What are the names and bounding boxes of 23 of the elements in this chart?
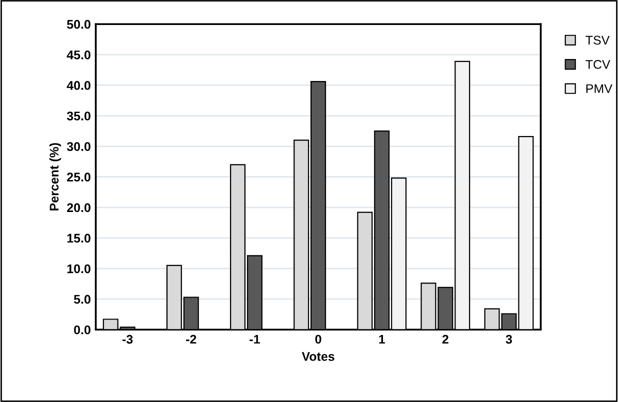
y-tick-label: 40.0 bbox=[66, 81, 90, 90]
y-tick-label: 0.0 bbox=[74, 325, 90, 334]
legend-label: PMV bbox=[586, 84, 612, 93]
x-axis-title: Votes bbox=[302, 352, 334, 361]
y-tick-label: 20.0 bbox=[67, 203, 90, 212]
y-tick-label: 35.0 bbox=[66, 112, 90, 120]
y-axis-title: Percent (%) bbox=[49, 143, 62, 210]
x-tick-label: 0 bbox=[315, 334, 322, 344]
y-tick-label: 10.0 bbox=[67, 264, 90, 274]
y-tick-label: 50.0 bbox=[66, 20, 90, 29]
y-tick-label: 5.0 bbox=[74, 294, 90, 304]
legend-label: TSV bbox=[586, 36, 610, 45]
y-tick-label: 15.0 bbox=[67, 234, 90, 243]
x-tick-label: 1 bbox=[379, 334, 385, 344]
legend-label: TCV bbox=[586, 60, 610, 69]
x-tick-label: 3 bbox=[506, 334, 512, 344]
x-tick-label: -3 bbox=[122, 334, 133, 344]
x-tick-label: -2 bbox=[186, 334, 196, 344]
x-tick-label: 2 bbox=[442, 334, 448, 344]
x-tick-label: -1 bbox=[250, 334, 260, 344]
y-tick-label: 45.0 bbox=[66, 50, 90, 60]
y-tick-label: 25.0 bbox=[67, 172, 90, 182]
y-tick-label: 30.0 bbox=[66, 142, 90, 151]
